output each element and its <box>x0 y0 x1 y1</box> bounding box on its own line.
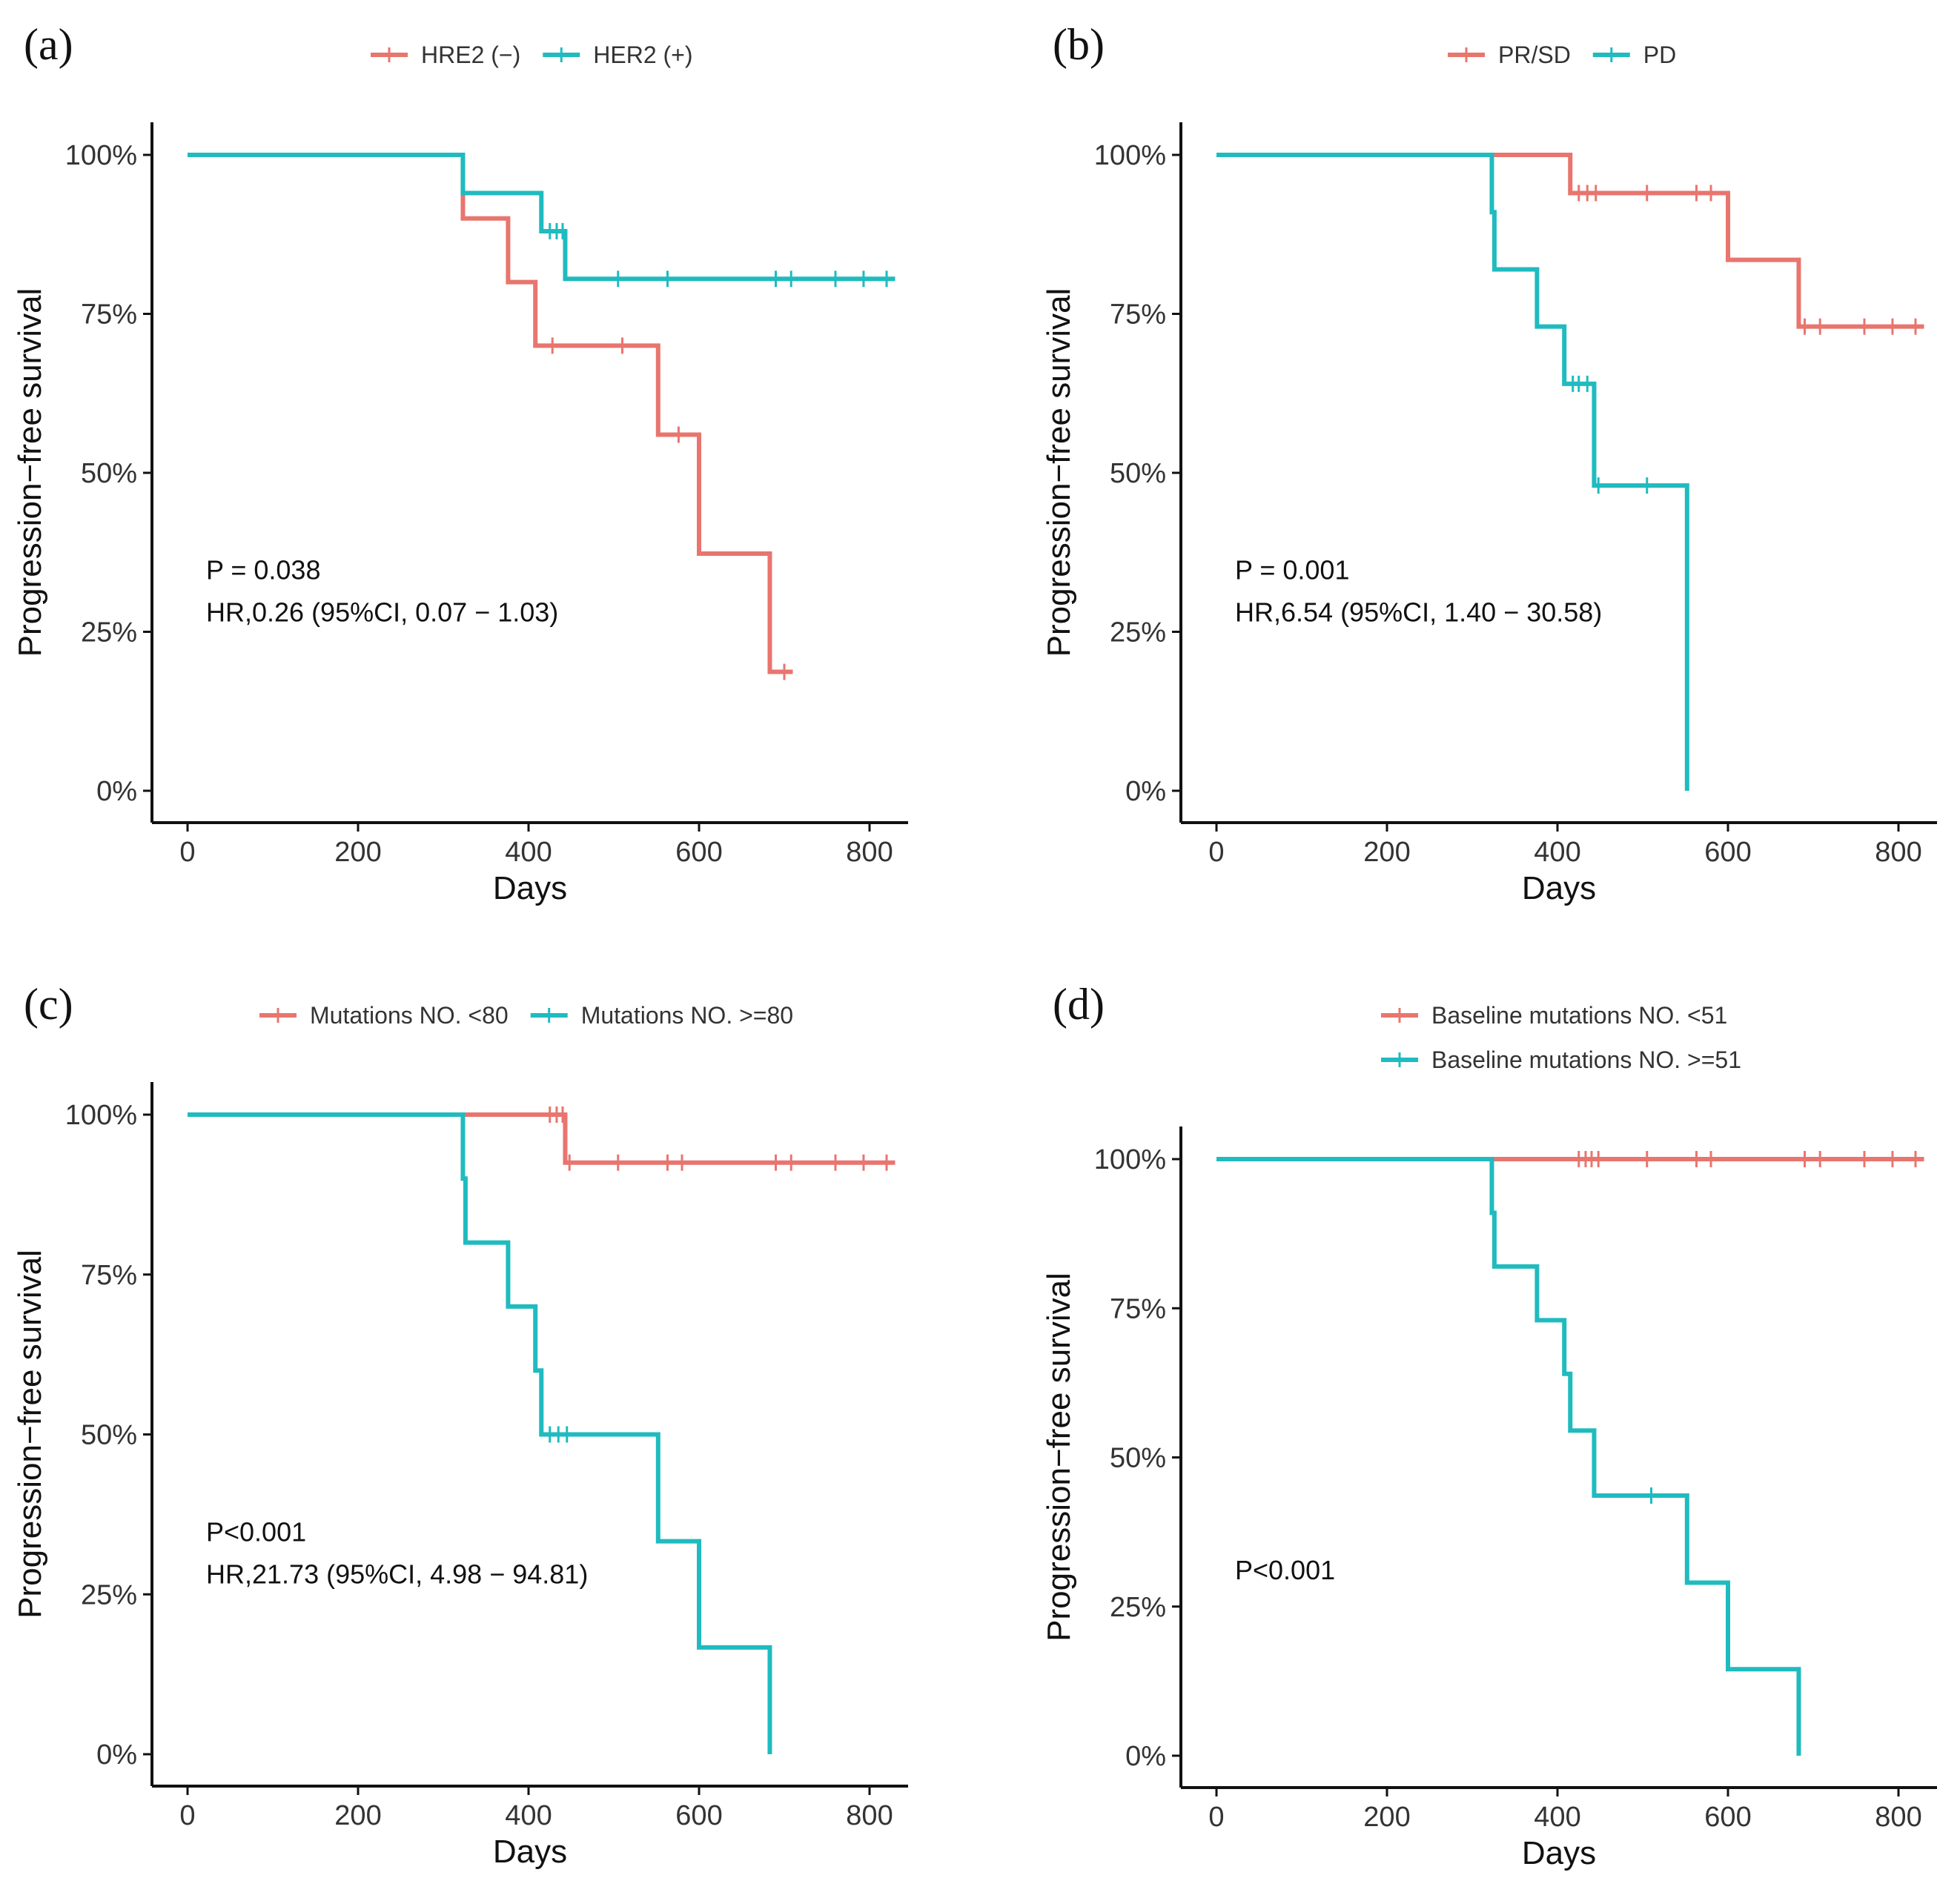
x-tick-label: 800 <box>846 837 893 868</box>
legend-item-1: PR/SD <box>1448 42 1571 68</box>
legend-item-1: HRE2 (−) <box>371 42 520 68</box>
y-tick-label: 25% <box>81 617 137 648</box>
legend-label: PD <box>1643 42 1676 68</box>
series-2 <box>1216 1157 1801 1756</box>
x-tick-label: 800 <box>1875 837 1921 868</box>
panel-label: (c) <box>24 980 73 1029</box>
y-tick-label: 50% <box>81 458 137 489</box>
x-tick-label: 0 <box>179 1800 195 1831</box>
annotation-1: P = 0.001 <box>1235 554 1349 585</box>
legend-label: HRE2 (−) <box>421 42 520 68</box>
annotation-2: HR,0.26 (95%CI, 0.07 − 1.03) <box>206 597 558 627</box>
legend-item-1: Mutations NO. <80 <box>259 1002 509 1029</box>
series-2 <box>1216 153 1689 791</box>
x-axis-title: Days <box>1522 1835 1596 1871</box>
y-tick-label: 50% <box>1110 458 1166 489</box>
x-axis-title: Days <box>493 870 567 906</box>
legend: PR/SD PD <box>1448 42 1676 68</box>
km-panel-a: (a) HRE2 (−) HER2 (+) 0% 25% 50% 75% 100% 0 200 40… <box>12 20 908 906</box>
x-tick-label: 200 <box>1363 837 1410 868</box>
y-tick-label: 100% <box>65 140 137 171</box>
y-tick-label: 0% <box>1125 1741 1166 1772</box>
annotation-2: HR,21.73 (95%CI, 4.98 − 94.81) <box>206 1559 588 1590</box>
y-axis-title: Progression−free survival <box>12 288 48 657</box>
x-tick-label: 400 <box>1534 1802 1580 1833</box>
survival-curve <box>1216 153 1689 791</box>
survival-curve <box>1216 1157 1801 1756</box>
y-tick-label: 100% <box>65 1100 137 1131</box>
annotation-1: P<0.001 <box>206 1517 306 1547</box>
y-tick-label: 100% <box>1094 140 1166 171</box>
x-axis-title: Days <box>1522 870 1596 906</box>
x-tick-label: 600 <box>675 1800 722 1831</box>
x-tick-label: 0 <box>1208 1802 1224 1833</box>
km-panel-c: (c) Mutations NO. <80 Mutations NO. >=80 0%… <box>12 980 908 1870</box>
legend-label: Baseline mutations NO. <51 <box>1431 1002 1727 1029</box>
legend: Baseline mutations NO. <51 Baseline mutat… <box>1381 1002 1741 1073</box>
survival-curve <box>188 153 895 282</box>
legend-item-2: Mutations NO. >=80 <box>530 1002 793 1029</box>
y-tick-label: 25% <box>1110 617 1166 648</box>
x-tick-label: 0 <box>179 837 195 868</box>
y-tick-label: 50% <box>1110 1443 1166 1474</box>
y-tick-label: 75% <box>1110 1293 1166 1324</box>
survival-curve <box>1216 153 1924 329</box>
legend-label: Baseline mutations NO. >=51 <box>1431 1046 1741 1073</box>
y-tick-label: 0% <box>96 776 137 807</box>
legend-label: Mutations NO. >=80 <box>581 1002 793 1029</box>
legend: HRE2 (−) HER2 (+) <box>371 42 693 68</box>
x-tick-label: 800 <box>846 1800 893 1831</box>
y-tick-label: 25% <box>1110 1592 1166 1623</box>
legend-item-2: HER2 (+) <box>543 42 693 68</box>
annotation-1: P = 0.038 <box>206 554 320 585</box>
panel-label: (b) <box>1053 20 1105 69</box>
y-tick-label: 50% <box>81 1420 137 1451</box>
legend-label: Mutations NO. <80 <box>310 1002 509 1029</box>
x-tick-label: 200 <box>334 837 381 868</box>
series-1 <box>188 153 793 680</box>
series-2 <box>188 153 895 288</box>
x-tick-label: 600 <box>1704 1802 1751 1833</box>
y-tick-label: 75% <box>81 299 137 331</box>
legend-item-1: Baseline mutations NO. <51 <box>1381 1002 1727 1029</box>
y-tick-label: 75% <box>1110 299 1166 331</box>
legend-label: HER2 (+) <box>593 42 692 68</box>
y-tick-label: 75% <box>81 1260 137 1291</box>
x-tick-label: 200 <box>334 1800 381 1831</box>
panel-label: (a) <box>24 20 73 69</box>
survival-curve <box>188 153 793 674</box>
panel-label: (d) <box>1053 980 1105 1029</box>
survival-curve <box>188 1112 895 1165</box>
y-axis-title: Progression−free survival <box>1041 288 1077 657</box>
survival-curve <box>188 1112 772 1754</box>
y-tick-label: 100% <box>1094 1144 1166 1175</box>
x-tick-label: 0 <box>1208 837 1224 868</box>
x-tick-label: 800 <box>1875 1802 1921 1833</box>
annotation-1: P<0.001 <box>1235 1555 1335 1585</box>
series-1 <box>1216 153 1924 335</box>
x-tick-label: 600 <box>675 837 722 868</box>
y-axis-title: Progression−free survival <box>1041 1273 1077 1642</box>
x-tick-label: 200 <box>1363 1802 1410 1833</box>
x-tick-label: 400 <box>505 1800 552 1831</box>
y-axis-title: Progression−free survival <box>12 1250 48 1619</box>
legend-label: PR/SD <box>1498 42 1571 68</box>
legend: Mutations NO. <80 Mutations NO. >=80 <box>259 1002 793 1029</box>
legend-item-2: PD <box>1592 42 1676 68</box>
x-axis-title: Days <box>493 1834 567 1870</box>
y-tick-label: 25% <box>81 1579 137 1610</box>
x-tick-label: 600 <box>1704 837 1751 868</box>
y-tick-label: 0% <box>1125 776 1166 807</box>
series-2 <box>188 1112 772 1754</box>
y-tick-label: 0% <box>96 1739 137 1771</box>
x-tick-label: 400 <box>1534 837 1580 868</box>
legend-item-2: Baseline mutations NO. >=51 <box>1381 1046 1741 1073</box>
km-panel-b: (b) PR/SD PD 0% 25% 50% 75% 100% 0 200 400 600 800 Da… <box>1041 20 1937 906</box>
annotation-2: HR,6.54 (95%CI, 1.40 − 30.58) <box>1235 597 1602 627</box>
x-tick-label: 400 <box>505 837 552 868</box>
